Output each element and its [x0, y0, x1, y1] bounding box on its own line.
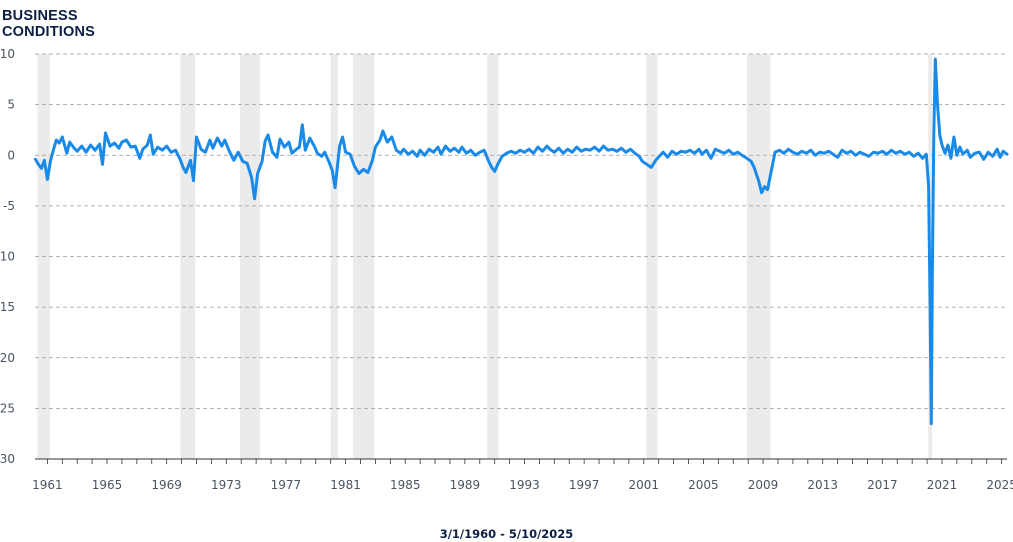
- x-axis: [35, 458, 1007, 464]
- chart-title-line-1: BUSINESS: [2, 8, 78, 24]
- y-tick-label: -20: [0, 351, 15, 365]
- x-tick-label: 2009: [748, 478, 779, 492]
- x-tick-label: 2005: [688, 478, 719, 492]
- x-tick-label: 1989: [450, 478, 481, 492]
- y-tick-label: -15: [0, 300, 15, 314]
- recession-band: [240, 54, 260, 459]
- x-tick-label: 2001: [629, 478, 660, 492]
- y-tick-label: 10: [0, 47, 15, 61]
- business-conditions-series-line: [33, 57, 1009, 426]
- y-tick-label: -10: [0, 250, 15, 264]
- x-tick-label: 2017: [867, 478, 898, 492]
- x-tick-label: 2013: [807, 478, 838, 492]
- x-tick-label: 1973: [211, 478, 242, 492]
- chart-title: BUSINESS CONDITIONS: [2, 8, 95, 40]
- chart-title-line-2: CONDITIONS: [2, 24, 96, 40]
- x-tick-label: 1977: [271, 478, 302, 492]
- x-axis-tick-labels: 1961 1965 1969 1973 1977 1981 1985 1989 1993 1997…: [32, 478, 1013, 492]
- x-tick-label: 2025: [986, 478, 1013, 492]
- x-tick-label: 1997: [569, 478, 600, 492]
- y-tick-label: -5: [3, 199, 15, 213]
- x-tick-label: 1961: [32, 478, 63, 492]
- x-tick-label: 2021: [927, 478, 958, 492]
- x-tick-label: 1985: [390, 478, 421, 492]
- x-tick-label: 1981: [330, 478, 361, 492]
- y-tick-label: -30: [0, 452, 15, 466]
- x-tick-label: 1965: [92, 478, 123, 492]
- y-tick-label: -25: [0, 401, 15, 415]
- x-tick-label: 1993: [509, 478, 540, 492]
- x-tick-label: 1969: [151, 478, 182, 492]
- recession-band: [330, 54, 339, 459]
- horizontal-gridlines: [35, 53, 1007, 409]
- y-tick-label: 0: [7, 148, 15, 162]
- date-range-label: 3/1/1960 - 5/10/2025: [439, 527, 574, 541]
- y-tick-label: 5: [7, 98, 15, 112]
- y-axis-tick-labels: 10 5 0 -5 -10 -15 -20 -25 -30: [0, 47, 15, 466]
